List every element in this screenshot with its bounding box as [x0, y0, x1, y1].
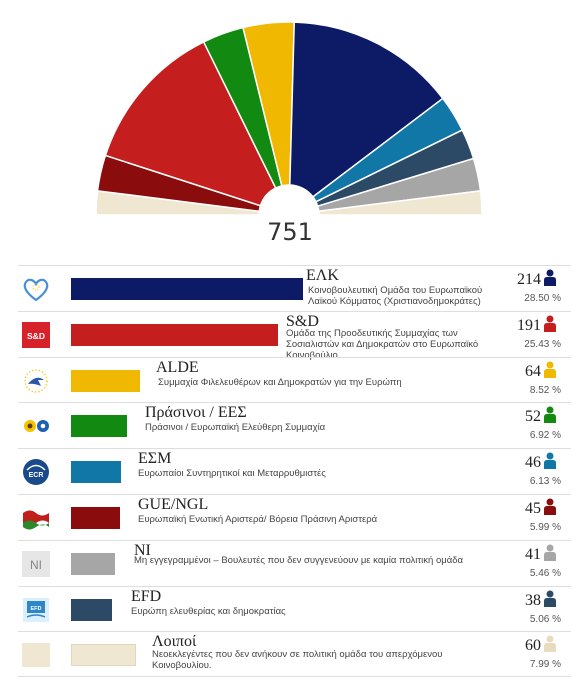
group-abbreviation: ΕΣΜ — [138, 450, 172, 468]
hemicycle-segment---5 — [289, 21, 444, 198]
others-logo — [21, 640, 51, 670]
group-list: ΕΛΚ Κοινοβουλευτική Ομάδα του Ευρωπαϊκού … — [18, 265, 571, 678]
seat-percentage: 5.99 % — [529, 521, 561, 533]
seat-bar — [71, 552, 115, 575]
seat-count: 41 — [525, 545, 541, 563]
seat-bar — [71, 278, 303, 300]
seat-percentage: 6.92 % — [529, 430, 561, 442]
seat-count: 60 — [525, 637, 541, 655]
group-abbreviation: Πράσινοι / ΕΕΣ — [145, 404, 247, 422]
seat-percentage: 28.50 % — [524, 293, 561, 304]
person-icon — [543, 361, 557, 379]
gue-ngl-logo — [21, 503, 51, 533]
group-name: Ευρωπαίοι Συντηρητικοί και Μεταρρυθμιστέ… — [138, 468, 326, 480]
person-icon — [543, 452, 557, 470]
efd-logo: EFD — [21, 595, 51, 625]
hemicycle-chart — [95, 21, 483, 216]
group-abbreviation: GUE/NGL — [138, 495, 209, 513]
seat-count: 64 — [525, 362, 541, 380]
svg-text:EFD: EFD — [31, 606, 42, 612]
seat-percentage: 25.43 % — [524, 338, 561, 350]
group-name: Μη εγγεγραμμένοι – Βουλευτές που δεν συγ… — [134, 554, 463, 566]
group-row: ECR ΕΣΜ Ευρωπαίοι Συντηρητικοί και Μεταρρυ… — [18, 448, 571, 494]
group-row: Πράσινοι / ΕΕΣ Πράσινοι / Ευρωπαϊκή Ελεύθ… — [18, 402, 571, 448]
ecr-logo: ECR — [21, 457, 51, 487]
seat-percentage: 6.13 % — [529, 476, 561, 488]
group-row: Λοιποί Νεοεκλεγέντες που δεν ανήκουν σε π… — [18, 631, 571, 678]
svg-text:NI: NI — [30, 558, 42, 572]
hemicycle-segment-s-d-2 — [104, 40, 277, 207]
person-icon — [543, 498, 557, 516]
group-row: S&D S&D Ομάδα της Προοδευτικής Συμμαχίας τ… — [18, 310, 571, 361]
group-name: Κοινοβουλευτική Ομάδα του Ευρωπαϊκού Λαϊ… — [308, 285, 483, 307]
person-icon — [543, 269, 557, 287]
seat-count: 191 — [517, 316, 541, 334]
seat-count: 46 — [525, 454, 541, 472]
seat-percentage: 8.52 % — [529, 384, 561, 396]
seat-percentage: 5.06 % — [529, 613, 561, 625]
seat-bar — [71, 461, 121, 484]
group-row: EFD EFD Ευρώπη ελευθερίας και δημοκρατίας 3… — [18, 585, 571, 632]
seat-count: 52 — [525, 408, 541, 426]
seat-count: 38 — [525, 591, 541, 609]
group-abbreviation: S&D — [286, 312, 319, 330]
seat-bar — [71, 644, 136, 667]
group-name: Πράσινοι / Ευρωπαϊκή Ελεύθερη Συμμαχία — [145, 422, 326, 434]
sd-logo: S&D — [21, 320, 51, 350]
seat-bar — [71, 369, 140, 392]
person-icon — [543, 544, 557, 562]
group-abbreviation: ALDE — [156, 358, 199, 376]
seat-count: 214 — [517, 271, 541, 288]
total-seats: 751 — [267, 218, 313, 246]
group-abbreviation: NI — [134, 541, 151, 559]
group-row: GUE/NGL Ευρωπαϊκή Ενωτική Αριστερά/ Βόρει… — [18, 493, 571, 540]
epp-heart-logo — [21, 274, 51, 304]
group-name: Ευρώπη ελευθερίας και δημοκρατίας — [131, 605, 286, 617]
group-row: NI NI Μη εγγεγραμμένοι – Βουλευτές που δεν… — [18, 539, 571, 586]
seat-percentage: 5.46 % — [529, 567, 561, 579]
seat-bar — [71, 323, 278, 346]
svg-text:S&D: S&D — [27, 331, 45, 341]
group-abbreviation: Λοιποί — [152, 633, 197, 651]
person-icon — [543, 315, 557, 333]
seat-count: 45 — [525, 499, 541, 517]
alde-logo — [21, 366, 51, 396]
seat-bar — [71, 598, 112, 621]
hemicycle-segment---9 — [317, 190, 483, 216]
group-abbreviation: ΕΛΚ — [306, 267, 339, 284]
group-row: ALDE Συμμαχία Φιλελευθέρων και Δημοκρατών… — [18, 356, 571, 403]
ni-logo: NI — [21, 549, 51, 579]
group-name: Ευρωπαϊκή Ενωτική Αριστερά/ Βόρεια Πράσι… — [138, 513, 378, 525]
group-name: Ομάδα της Προοδευτικής Συμμαχίας των Σοσ… — [286, 327, 479, 361]
person-icon — [543, 590, 557, 608]
svg-text:ECR: ECR — [29, 472, 44, 479]
seat-bar — [71, 415, 127, 438]
group-name: Νεοεκλεγέντες που δεν ανήκουν σε πολιτικ… — [152, 649, 443, 672]
seat-percentage: 7.99 % — [529, 659, 561, 671]
person-icon — [543, 406, 557, 424]
greens-efa-logo — [21, 411, 51, 441]
seat-bar — [71, 506, 120, 529]
group-name: Συμμαχία Φιλελευθέρων και Δημοκρατών για… — [158, 376, 402, 388]
group-abbreviation: EFD — [131, 587, 162, 605]
group-row: ΕΛΚ Κοινοβουλευτική Ομάδα του Ευρωπαϊκού … — [18, 265, 571, 311]
person-icon — [543, 635, 557, 653]
